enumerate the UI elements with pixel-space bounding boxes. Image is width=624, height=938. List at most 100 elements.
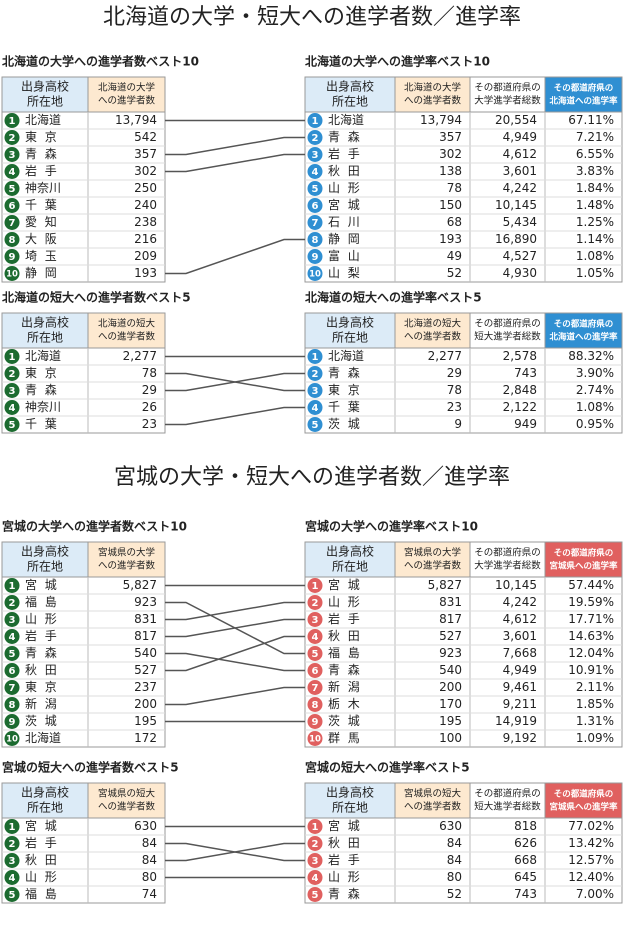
connector bbox=[165, 153, 305, 173]
cell-value: 1.08% bbox=[576, 249, 614, 263]
rank-badge bbox=[307, 266, 323, 281]
connector bbox=[165, 652, 305, 672]
connector bbox=[165, 635, 305, 672]
rank-badge bbox=[4, 130, 20, 145]
header-cell bbox=[394, 312, 471, 349]
rank-number: 5 bbox=[312, 420, 319, 431]
cell-value: 67.11% bbox=[568, 113, 614, 127]
cell-value: 1.05% bbox=[576, 266, 614, 280]
connector bbox=[165, 372, 305, 392]
rank-number: 6 bbox=[312, 201, 319, 212]
table-title: 宮城の大学への進学率ベスト10 bbox=[305, 519, 478, 534]
rank-badge bbox=[307, 249, 323, 264]
cell-value: 630 bbox=[439, 819, 462, 833]
cell-value: 10,145 bbox=[495, 578, 537, 592]
rank-number: 2 bbox=[9, 598, 16, 609]
rank-number: 5 bbox=[312, 890, 319, 901]
cell-value: 831 bbox=[439, 595, 462, 609]
header-cell bbox=[1, 541, 89, 578]
cell-value: 14.63% bbox=[568, 629, 614, 643]
rank-badge bbox=[4, 646, 20, 661]
cell-value: 16,890 bbox=[495, 232, 537, 246]
header-text: 北海道の短大 bbox=[404, 318, 462, 330]
header-text: 宮城県の短大 bbox=[98, 788, 156, 800]
cell-value: 357 bbox=[439, 130, 462, 144]
cell-value: 2,277 bbox=[123, 349, 157, 363]
rank-badge bbox=[307, 232, 323, 247]
rank-badge bbox=[4, 680, 20, 695]
cell-value: 7,668 bbox=[503, 646, 537, 660]
rank-number: 6 bbox=[312, 666, 319, 677]
cell-value: 2,578 bbox=[503, 349, 537, 363]
rank-number: 4 bbox=[312, 632, 319, 643]
rank-badge bbox=[307, 130, 323, 145]
rank-number: 3 bbox=[9, 856, 16, 867]
rank-badge bbox=[307, 164, 323, 179]
prefecture-name: 山形 bbox=[328, 595, 368, 609]
header-text: 短大進学者総数 bbox=[474, 331, 541, 343]
rank-number: 7 bbox=[9, 683, 16, 694]
header-cell bbox=[1, 76, 89, 113]
prefecture-name: 山梨 bbox=[328, 266, 368, 280]
prefecture-name: 東京 bbox=[25, 680, 65, 694]
cell-value: 2.11% bbox=[576, 680, 614, 694]
prefecture-name: 愛知 bbox=[25, 215, 65, 229]
cell-value: 1.84% bbox=[576, 181, 614, 195]
header-text: その都道府県の bbox=[474, 547, 541, 559]
rank-badge bbox=[307, 629, 323, 644]
cell-value: 52 bbox=[447, 887, 462, 901]
header-cell bbox=[304, 312, 396, 349]
rank-badge bbox=[4, 181, 20, 196]
prefecture-name: 岩手 bbox=[328, 146, 368, 161]
cell-value: 13.42% bbox=[568, 836, 614, 850]
prefecture-name: 秋田 bbox=[25, 853, 65, 867]
header-cell bbox=[87, 541, 166, 578]
rank-number: 6 bbox=[9, 201, 16, 212]
rank-number: 7 bbox=[9, 218, 16, 229]
cell-value: 1.85% bbox=[576, 697, 614, 711]
cell-value: 0.95% bbox=[576, 417, 614, 431]
header-text: 出身高校 bbox=[326, 315, 374, 330]
cell-value: 923 bbox=[439, 646, 462, 660]
cell-value: 5,827 bbox=[123, 578, 157, 592]
rank-badge bbox=[307, 578, 323, 593]
rank-badge bbox=[4, 731, 20, 746]
rank-badge bbox=[4, 249, 20, 264]
rank-number: 8 bbox=[9, 700, 16, 711]
cell-value: 250 bbox=[134, 181, 157, 195]
connector bbox=[165, 618, 305, 638]
rank-number: 1 bbox=[9, 352, 16, 363]
header-text: 所在地 bbox=[27, 801, 63, 815]
cell-value: 29 bbox=[142, 383, 157, 397]
rank-number: 6 bbox=[9, 666, 16, 677]
prefecture-name: 栃木 bbox=[328, 697, 368, 711]
prefecture-name: 秋田 bbox=[25, 663, 65, 677]
rank-badge bbox=[307, 215, 323, 230]
header-text: 出身高校 bbox=[21, 544, 69, 559]
rank-number: 1 bbox=[9, 581, 16, 592]
cell-value: 200 bbox=[134, 697, 157, 711]
rank-badge bbox=[307, 646, 323, 661]
header-text: 出身高校 bbox=[21, 315, 69, 330]
cell-value: 5,827 bbox=[428, 578, 462, 592]
connector bbox=[165, 601, 305, 621]
rank-number: 4 bbox=[9, 632, 16, 643]
header-text: への進学者数 bbox=[98, 560, 156, 572]
rank-badge bbox=[307, 836, 323, 851]
cell-value: 302 bbox=[134, 164, 157, 178]
cell-value: 10.91% bbox=[568, 663, 614, 677]
prefecture-name: 北海道 bbox=[25, 348, 61, 363]
rank-badge bbox=[4, 870, 20, 885]
rank-number: 2 bbox=[312, 598, 319, 609]
prefecture-name: 宮城 bbox=[328, 577, 368, 592]
rank-badge bbox=[307, 612, 323, 627]
cell-value: 3,601 bbox=[503, 629, 537, 643]
prefecture-name: 青森 bbox=[328, 365, 368, 380]
header-text: 大学進学者総数 bbox=[474, 560, 541, 572]
connector bbox=[165, 406, 305, 426]
cell-value: 88.32% bbox=[568, 349, 614, 363]
cell-value: 9,211 bbox=[503, 697, 537, 711]
rank-number: 1 bbox=[9, 822, 16, 833]
cell-value: 9,461 bbox=[503, 680, 537, 694]
